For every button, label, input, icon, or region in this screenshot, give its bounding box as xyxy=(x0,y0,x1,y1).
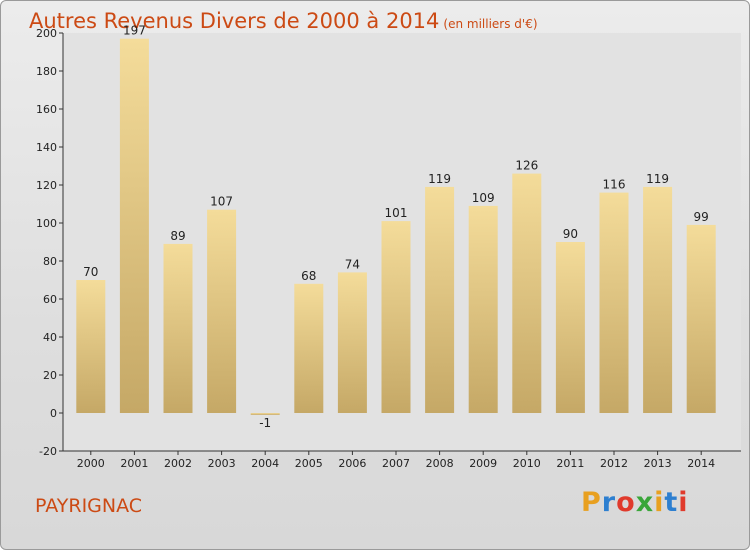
bar xyxy=(599,192,629,413)
x-tick-label: 2008 xyxy=(426,457,454,470)
bar-value-label: 119 xyxy=(646,172,669,186)
x-tick-label: 2010 xyxy=(513,457,541,470)
logo-letter: i xyxy=(654,487,665,518)
bar-value-label: 109 xyxy=(472,191,495,205)
logo-letter: i xyxy=(678,487,689,518)
y-tick-label: 100 xyxy=(36,217,57,230)
x-tick-label: 2006 xyxy=(338,457,366,470)
bar-value-label: 119 xyxy=(428,172,451,186)
y-tick-label: 0 xyxy=(50,407,57,420)
y-tick-label: 140 xyxy=(36,141,57,154)
bar-value-label: 126 xyxy=(515,159,538,173)
x-tick-label: 2007 xyxy=(382,457,410,470)
x-tick-label: 2005 xyxy=(295,457,323,470)
chart-unit: (en milliers d'€) xyxy=(443,17,538,31)
bar xyxy=(468,205,498,413)
x-tick-label: 2002 xyxy=(164,457,192,470)
bar-value-label: 101 xyxy=(385,206,408,220)
bar xyxy=(381,221,411,413)
bar xyxy=(425,186,455,413)
bar-value-label: 99 xyxy=(694,210,709,224)
bar-value-label: 89 xyxy=(170,229,185,243)
proxiti-logo: Proxiti xyxy=(581,487,689,518)
x-tick-label: 2013 xyxy=(644,457,672,470)
bar xyxy=(512,173,542,413)
bar xyxy=(643,186,673,413)
logo-letter: t xyxy=(664,487,679,518)
bar xyxy=(555,242,585,413)
bar-value-label: 197 xyxy=(123,24,146,38)
bar xyxy=(76,280,106,413)
x-tick-label: 2001 xyxy=(120,457,148,470)
y-tick-label: 80 xyxy=(43,255,57,268)
bar xyxy=(163,243,193,413)
bar-value-label: 74 xyxy=(345,257,360,271)
commune-name: PAYRIGNAC xyxy=(35,495,143,517)
logo-letter: x xyxy=(635,487,655,518)
chart-title: Autres Revenus Divers de 2000 à 2014 (en … xyxy=(29,9,538,33)
y-tick-label: 180 xyxy=(36,65,57,78)
bar xyxy=(294,283,324,413)
y-tick-label: 40 xyxy=(43,331,57,344)
bar xyxy=(250,413,280,415)
x-tick-label: 2011 xyxy=(556,457,584,470)
logo-letter: o xyxy=(616,487,636,518)
logo-letter: P xyxy=(581,487,602,518)
chart-title-text: Autres Revenus Divers de 2000 à 2014 xyxy=(29,9,440,33)
bar-value-label: -1 xyxy=(259,416,271,430)
x-tick-label: 2004 xyxy=(251,457,279,470)
bar xyxy=(119,38,149,413)
bar-value-label: 68 xyxy=(301,269,316,283)
logo-letter: r xyxy=(601,487,617,518)
bar-value-label: 70 xyxy=(83,265,98,279)
x-tick-label: 2003 xyxy=(208,457,236,470)
bar xyxy=(686,224,716,413)
bar xyxy=(337,272,367,413)
bar xyxy=(207,209,237,413)
y-tick-label: 60 xyxy=(43,293,57,306)
bar-value-label: 116 xyxy=(603,178,626,192)
y-tick-label: 200 xyxy=(36,27,57,40)
x-tick-label: 2012 xyxy=(600,457,628,470)
y-tick-label: -20 xyxy=(39,445,57,458)
bar-value-label: 107 xyxy=(210,195,233,209)
y-tick-label: 160 xyxy=(36,103,57,116)
bar-value-label: 90 xyxy=(563,227,578,241)
x-tick-label: 2000 xyxy=(77,457,105,470)
x-tick-label: 2009 xyxy=(469,457,497,470)
y-tick-label: 120 xyxy=(36,179,57,192)
x-tick-label: 2014 xyxy=(687,457,715,470)
y-tick-label: 20 xyxy=(43,369,57,382)
